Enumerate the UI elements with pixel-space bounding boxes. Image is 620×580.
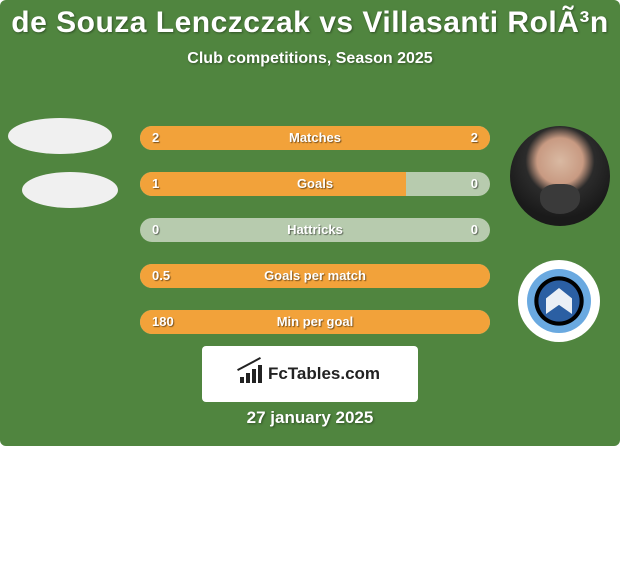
- stat-label: Goals: [140, 172, 490, 196]
- player-right-avatar: [510, 126, 610, 226]
- brand-badge: FcTables.com: [202, 346, 418, 402]
- stat-row: 1Goals0: [140, 172, 490, 196]
- stat-value-right: 0: [471, 218, 478, 242]
- stat-value-right: 2: [471, 126, 478, 150]
- stat-value-right: 0: [471, 172, 478, 196]
- brand-text: FcTables.com: [268, 364, 380, 384]
- snapshot-date: 27 january 2025: [0, 408, 620, 428]
- gremio-crest-icon: [527, 269, 591, 333]
- stat-row: 0Hattricks0: [140, 218, 490, 242]
- stat-label: Hattricks: [140, 218, 490, 242]
- page-title: de Souza Lenczczak vs Villasanti RolÃ³n: [0, 0, 620, 40]
- comparison-card: de Souza Lenczczak vs Villasanti RolÃ³n …: [0, 0, 620, 446]
- player-right-club-badge: [518, 260, 600, 342]
- stats-list: 2Matches21Goals00Hattricks00.5Goals per …: [140, 126, 490, 356]
- stat-label: Matches: [140, 126, 490, 150]
- fctables-logo-icon: [240, 365, 262, 383]
- stat-label: Min per goal: [140, 310, 490, 334]
- subtitle: Club competitions, Season 2025: [0, 50, 620, 68]
- stat-label: Goals per match: [140, 264, 490, 288]
- stat-row: 180Min per goal: [140, 310, 490, 334]
- stat-row: 2Matches2: [140, 126, 490, 150]
- player-left-avatar-placeholder-2: [22, 172, 118, 208]
- stat-row: 0.5Goals per match: [140, 264, 490, 288]
- player-left-avatar-placeholder-1: [8, 118, 112, 154]
